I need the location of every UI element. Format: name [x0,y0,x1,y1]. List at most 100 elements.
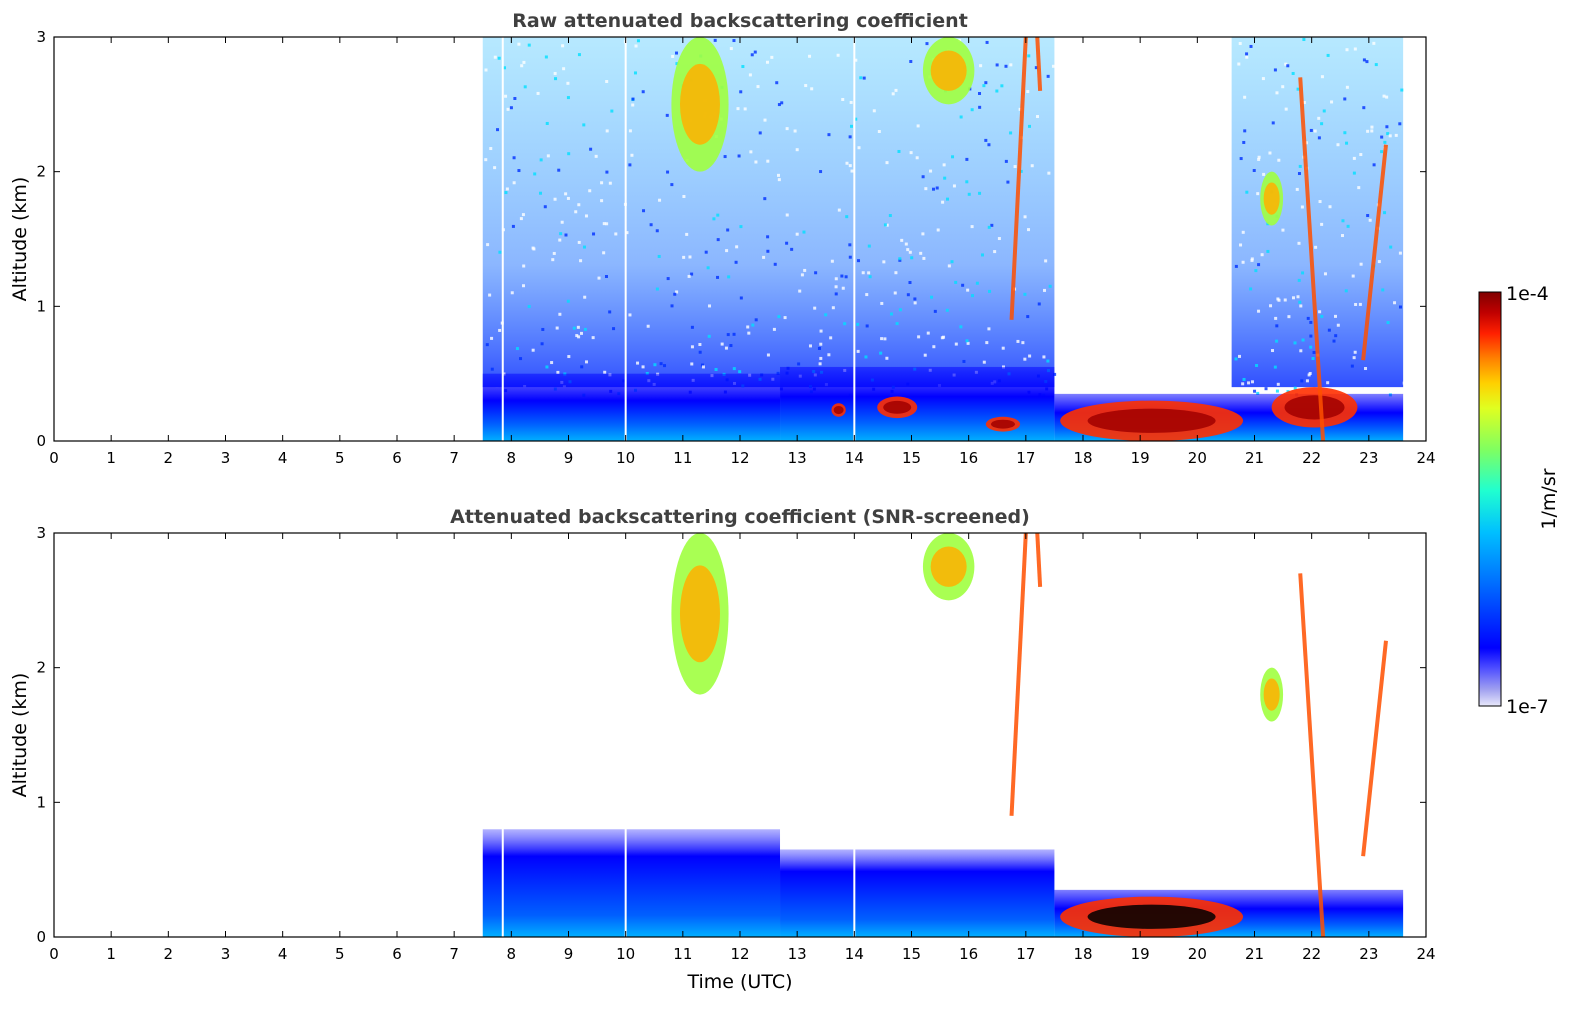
noise-speck [798,289,802,293]
noise-speck [1311,357,1315,361]
noise-speck [1021,341,1025,345]
x-tick-label: 20 [1188,945,1207,963]
x-tick-label: 8 [507,945,517,963]
noise-speck [550,361,554,365]
noise-speck [1352,156,1356,160]
noise-speck [605,222,609,226]
noise-speck [1256,192,1260,196]
noise-speck [1318,310,1322,314]
noise-speck [670,304,674,308]
noise-speck [1016,339,1020,343]
noise-speck [776,371,780,375]
noise-speck [1374,63,1378,67]
noise-speck [982,84,986,88]
noise-speck [1362,106,1366,110]
plot-area [482,532,1404,938]
noise-speck [785,127,789,131]
noise-speck [544,55,548,59]
noise-speck [1308,371,1312,375]
noise-speck [1250,258,1254,262]
noise-speck [687,274,691,278]
noise-speck [844,275,848,279]
noise-speck [517,169,521,173]
x-tick-label: 22 [1302,449,1321,467]
noise-speck [1320,122,1324,126]
noise-speck [894,271,898,275]
noise-speck [1239,243,1243,247]
noise-speck [558,312,562,316]
noise-speck [898,257,902,261]
noise-speck [854,58,858,62]
noise-speck [880,337,884,341]
noise-speck [628,313,632,317]
noise-speck [1273,365,1277,369]
noise-speck [971,294,975,298]
noise-speck [552,251,556,255]
noise-speck [510,291,514,295]
noise-speck [930,295,934,299]
noise-speck [734,260,738,264]
noise-speck [1318,200,1322,204]
x-tick-label: 14 [845,945,864,963]
noise-speck [1334,334,1338,338]
cloud-core [930,546,967,587]
precip-streak [1298,573,1326,938]
noise-speck [1287,315,1291,319]
noise-speck [657,254,661,258]
noise-speck [795,232,799,236]
noise-speck [966,288,970,292]
noise-speck [531,246,535,250]
noise-speck [941,200,945,204]
noise-speck [1237,62,1241,66]
noise-speck [496,128,500,132]
noise-speck [1300,379,1304,383]
noise-speck [1046,359,1050,363]
cloud-core [1087,904,1216,929]
noise-speck [714,367,718,371]
noise-speck [560,220,564,224]
noise-speck [1330,100,1334,104]
noise-speck [1328,205,1332,209]
noise-speck [1352,171,1356,175]
noise-speck [987,327,991,331]
noise-speck [690,345,694,349]
noise-speck [1386,132,1390,136]
y-axis-label: Altitude (km) [9,177,31,302]
noise-speck [951,155,955,159]
noise-speck [579,331,583,335]
noise-speck [1273,68,1277,72]
x-tick-label: 17 [1016,945,1035,963]
noise-speck [1320,75,1324,79]
noise-speck [1327,328,1331,332]
noise-speck [978,92,982,96]
noise-speck [980,253,984,257]
noise-speck [566,81,570,85]
noise-speck [882,260,886,264]
x-tick-label: 21 [1245,945,1264,963]
noise-speck [1299,304,1303,308]
noise-speck [766,159,770,163]
noise-speck [521,213,525,217]
noise-speck [583,295,587,299]
noise-speck [993,250,997,254]
raw-backscatter-panel: Raw attenuated backscattering coefficien… [9,10,1436,467]
noise-speck [1281,228,1285,232]
noise-speck [894,88,898,92]
noise-speck [1297,172,1301,176]
noise-speck [763,197,767,201]
noise-speck [1366,214,1370,218]
noise-speck [772,327,776,331]
noise-speck [1345,141,1349,145]
noise-speck [834,292,838,296]
noise-speck [961,283,965,287]
x-axis: 0 1 2 3 4 5 6 7 8 9 10 11 12 13 14 15 16 17 18 19 20 21 22 23 24 [49,533,1436,963]
noise-speck [724,346,728,350]
noise-speck [490,367,494,371]
noise-speck [739,90,743,94]
noise-speck [1399,305,1403,309]
noise-speck [906,248,910,252]
noise-speck [690,272,694,276]
noise-speck [827,133,831,137]
noise-speck [987,143,991,147]
noise-speck [1247,381,1251,385]
